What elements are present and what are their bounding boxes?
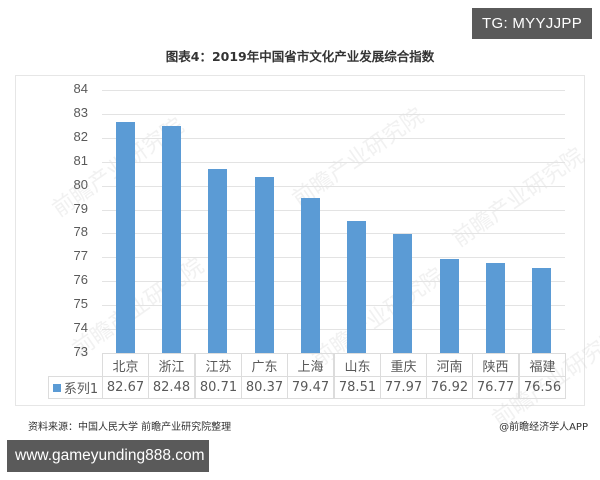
tg-badge: TG: MYYJJPP <box>472 8 592 39</box>
table-value-cell: 80.37 <box>241 376 288 399</box>
gridline <box>102 305 565 306</box>
bar <box>255 177 274 353</box>
bar <box>116 122 135 353</box>
bar <box>393 234 412 353</box>
legend-swatch-icon <box>52 383 61 392</box>
bar <box>532 268 551 353</box>
bar <box>162 126 181 353</box>
table-category-cell: 重庆 <box>380 353 427 377</box>
bar <box>486 263 505 353</box>
y-tick-label: 80 <box>73 177 88 192</box>
gridline <box>102 138 565 139</box>
gridline <box>102 257 565 258</box>
table-value-cell: 78.51 <box>334 376 381 399</box>
bar <box>347 221 366 353</box>
table-value-cell: 82.48 <box>148 376 195 399</box>
y-tick-label: 73 <box>73 344 88 359</box>
source-note: 资料来源：中国人民大学 前瞻产业研究院整理 <box>28 422 232 433</box>
table-value-cell: 76.77 <box>472 376 519 399</box>
gridline <box>102 210 565 211</box>
table-value-cell: 79.47 <box>287 376 334 399</box>
y-tick-label: 83 <box>73 105 88 120</box>
gridline <box>102 114 565 115</box>
legend-series-cell: 系列1 <box>48 376 103 399</box>
table-category-cell: 江苏 <box>195 353 242 377</box>
gridline <box>102 329 565 330</box>
table-category-cell: 广东 <box>241 353 288 377</box>
legend-label: 系列1 <box>63 382 99 397</box>
chart-title: 图表4：2019年中国省市文化产业发展综合指数 <box>165 49 435 64</box>
bar <box>440 259 459 353</box>
table-value-cell: 76.56 <box>519 376 566 399</box>
table-value-cell: 82.67 <box>102 376 149 399</box>
credit-note: @前瞻经济学人APP <box>499 422 588 433</box>
table-category-cell: 北京 <box>102 353 149 377</box>
table-category-cell: 陕西 <box>472 353 519 377</box>
gridline <box>102 162 565 163</box>
table-category-cell: 山东 <box>334 353 381 377</box>
y-tick-label: 82 <box>73 129 88 144</box>
y-tick-label: 78 <box>73 224 88 239</box>
table-category-cell: 福建 <box>519 353 566 377</box>
site-badge: www.gameyunding888.com <box>7 440 209 472</box>
y-tick-label: 84 <box>73 81 88 96</box>
gridline <box>102 90 565 91</box>
y-tick-label: 76 <box>73 272 88 287</box>
y-tick-label: 77 <box>73 248 88 263</box>
table-value-cell: 76.92 <box>426 376 473 399</box>
y-tick-label: 79 <box>73 201 88 216</box>
table-category-cell: 浙江 <box>148 353 195 377</box>
table-value-cell: 80.71 <box>195 376 242 399</box>
table-category-cell: 上海 <box>287 353 334 377</box>
bar <box>208 169 227 353</box>
y-tick-label: 75 <box>73 296 88 311</box>
table-category-cell: 河南 <box>426 353 473 377</box>
y-tick-label: 74 <box>73 320 88 335</box>
gridline <box>102 281 565 282</box>
gridline <box>102 186 565 187</box>
y-tick-label: 81 <box>73 153 88 168</box>
bar <box>301 198 320 353</box>
gridline <box>102 233 565 234</box>
table-value-cell: 77.97 <box>380 376 427 399</box>
